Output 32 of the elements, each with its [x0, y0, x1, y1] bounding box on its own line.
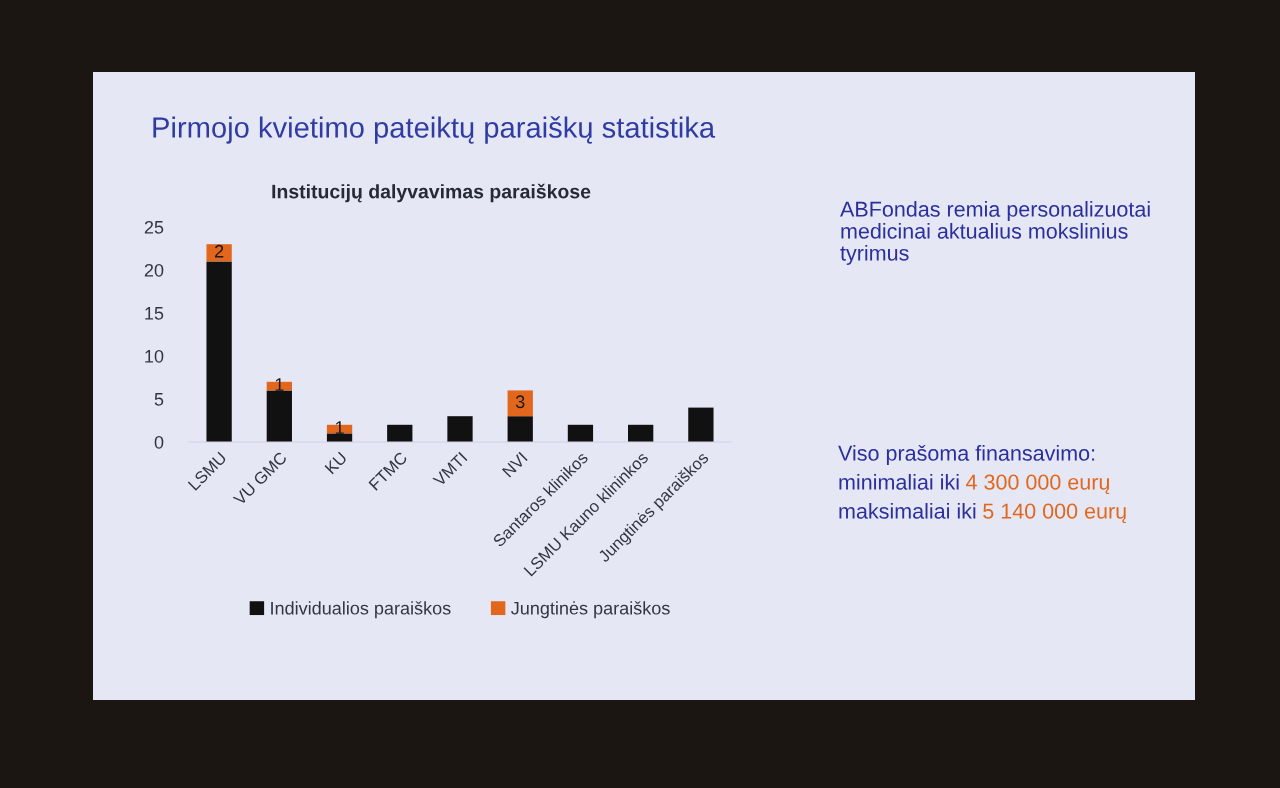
- text: Viso prašoma finansavimo:: [838, 444, 1095, 466]
- chart-subtitle: Institucijų dalyvavimas paraiškose: [272, 183, 591, 203]
- x-tick-label: KU: [324, 451, 348, 475]
- bar: [447, 416, 473, 442]
- legend-label: Individualios paraiškos: [271, 601, 451, 619]
- data-label: 1: [275, 378, 284, 391]
- x-tick-label: NVI: [501, 451, 528, 478]
- y-tick-label: 10: [145, 349, 164, 363]
- bar: [206, 244, 232, 262]
- text: ABFondas remia personalizuotai medicinai aktualius mokslinius tyrimus: [840, 201, 1150, 265]
- data-label: 2: [215, 244, 224, 258]
- text: 5 140 000 eurų: [983, 503, 1126, 524]
- y-tick-label: 25: [144, 220, 164, 234]
- data-label: 3: [515, 395, 525, 409]
- bar: [507, 416, 533, 442]
- bar: [206, 261, 232, 442]
- y-tick-label: 5: [154, 393, 164, 406]
- bar: [688, 407, 714, 442]
- text: maksimaliai iki: [839, 502, 976, 519]
- text: 4 300 000 eurų: [966, 474, 1110, 495]
- y-tick-label: 0: [154, 435, 164, 449]
- bar: [387, 424, 413, 442]
- legend-label: Jungtinės paraiškos: [511, 601, 670, 619]
- y-tick-label: 20: [144, 263, 164, 277]
- bar: [567, 424, 594, 442]
- bar: [266, 390, 292, 442]
- bar: [628, 424, 654, 442]
- data-label: 1: [335, 421, 344, 434]
- bar: [507, 390, 533, 417]
- chart-title: Pirmojo kvietimo pateiktų paraiškų statistika: [153, 116, 716, 144]
- y-tick-label: 15: [145, 307, 164, 320]
- text: minimaliai iki: [839, 473, 959, 490]
